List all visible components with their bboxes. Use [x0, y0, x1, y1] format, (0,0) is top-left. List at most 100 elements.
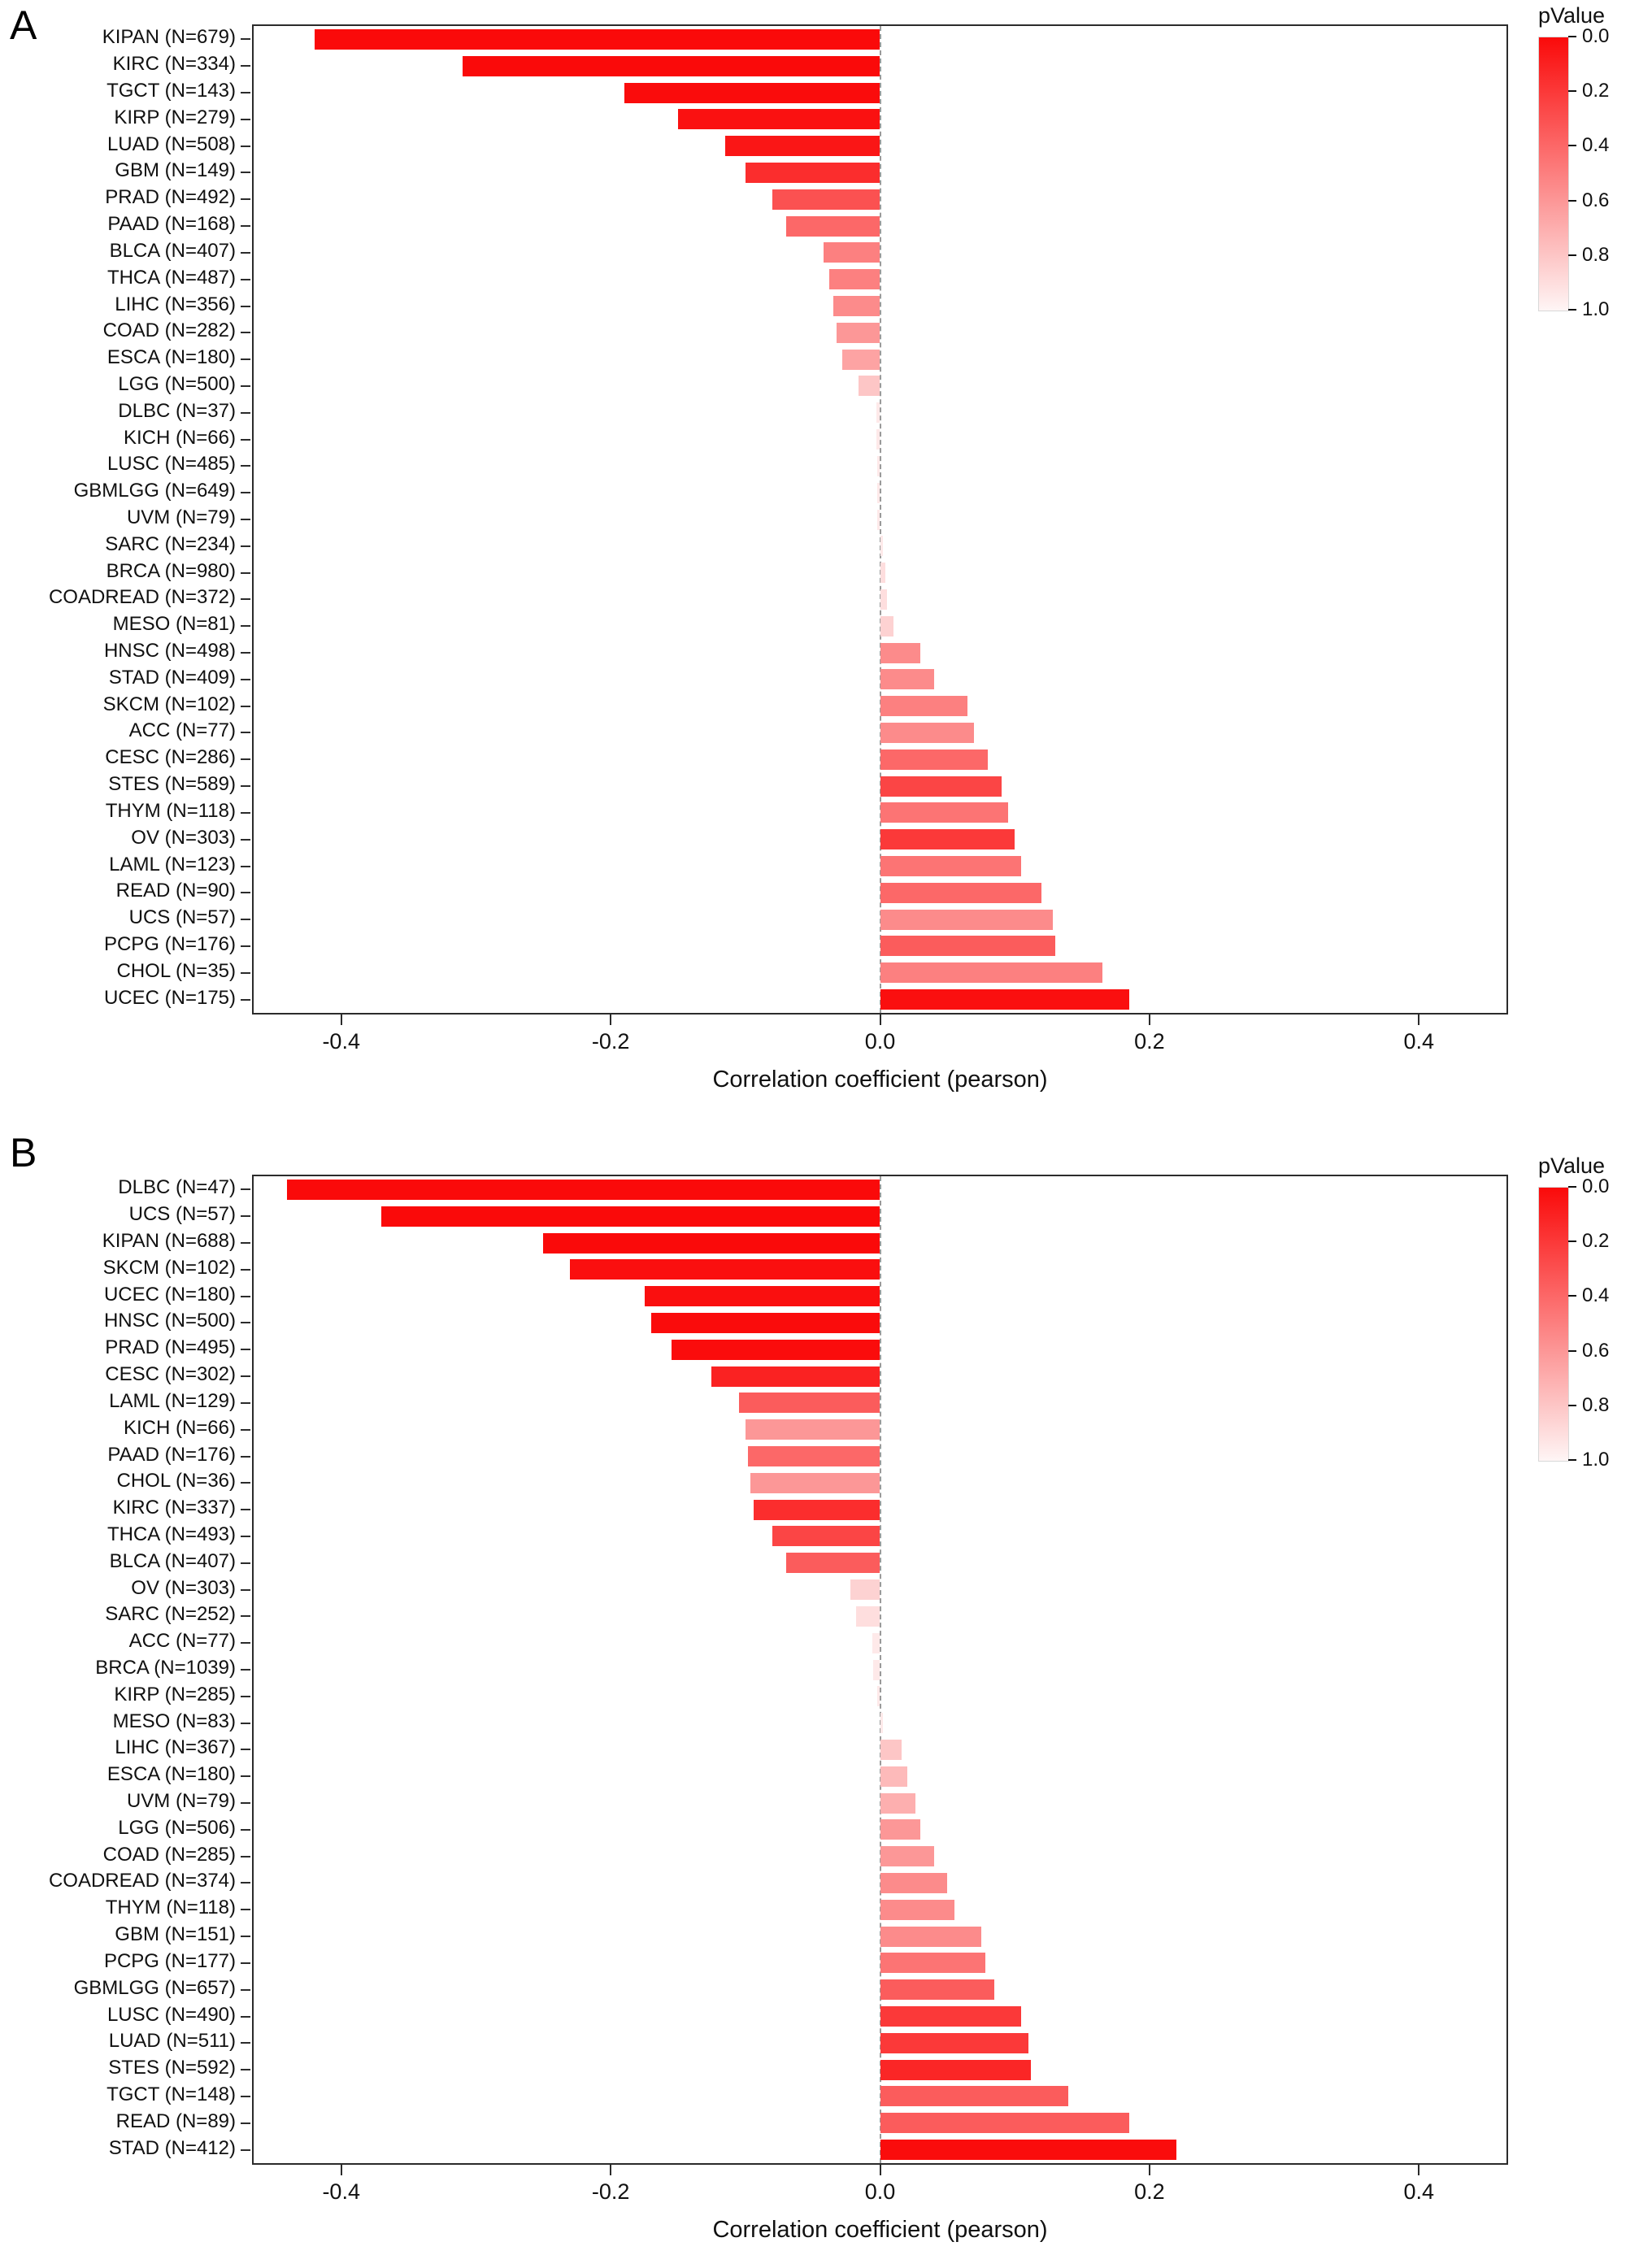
y-axis-tick-mark: [241, 1988, 250, 1991]
y-axis-label: KIRC (N=334): [112, 53, 236, 76]
y-axis-label: GBMLGG (N=649): [73, 480, 236, 502]
y-axis-label: PCPG (N=177): [103, 1949, 236, 1972]
panel-b-bars-container: [254, 1176, 1506, 2163]
x-axis-tick-label: -0.2: [591, 2179, 630, 2204]
bar: [880, 802, 1008, 823]
y-axis-tick-mark: [241, 145, 250, 147]
y-axis-tick-mark: [241, 705, 250, 707]
bar: [880, 776, 1002, 797]
x-axis-tick-mark: [879, 1015, 881, 1025]
panel-a-bars-container: [254, 26, 1506, 1013]
legend-tick-label: 0.0: [1582, 25, 1610, 47]
bar: [880, 856, 1022, 877]
y-axis-tick-mark: [241, 438, 250, 441]
legend-tick-label: 0.8: [1582, 1393, 1610, 1416]
y-axis-label: PRAD (N=495): [105, 1336, 236, 1359]
bar: [876, 429, 880, 450]
panel-a-y-axis-labels: KIPAN (N=679) KIRC (N=334) TGCT (N=143) KIR…: [0, 24, 236, 1015]
y-axis-tick-mark: [241, 118, 250, 120]
bar: [880, 962, 1102, 984]
y-axis-tick-mark: [241, 519, 250, 520]
legend-tick-mark: [1568, 1404, 1576, 1406]
y-axis-label: STAD (N=409): [108, 666, 236, 689]
y-axis-label: LIHC (N=367): [115, 1736, 236, 1759]
bar: [880, 989, 1130, 1010]
bar: [850, 1579, 880, 1601]
bar: [880, 2032, 1028, 2053]
y-axis-label: COADREAD (N=374): [48, 1870, 236, 1892]
legend-tick-mark: [1568, 1240, 1576, 1243]
y-axis-label: MESO (N=81): [112, 613, 236, 636]
y-axis-tick-mark: [241, 1268, 250, 1271]
bar: [753, 1499, 880, 1520]
panel-b-y-axis-labels: DLBC (N=47) UCS (N=57) KIPAN (N=688) SKCM (…: [0, 1175, 236, 2165]
y-axis-tick-mark: [241, 1749, 250, 1751]
y-axis-label: HNSC (N=498): [103, 640, 236, 663]
panel-a-label: A: [10, 2, 37, 48]
bar: [880, 1979, 995, 2001]
y-axis-tick-mark: [241, 1802, 250, 1805]
bar: [711, 1366, 880, 1387]
y-axis-label: STES (N=592): [108, 2057, 236, 2079]
y-axis-label: STES (N=589): [108, 773, 236, 796]
bar: [880, 589, 887, 610]
y-axis-tick-mark: [241, 198, 250, 201]
bar: [677, 109, 880, 130]
bar: [880, 642, 921, 663]
y-axis-label: ESCA (N=180): [107, 1763, 236, 1786]
x-axis-tick-label: -0.4: [322, 1029, 360, 1054]
x-axis-tick-label: 0.0: [864, 2179, 896, 2204]
bar: [570, 1259, 880, 1280]
bar: [842, 349, 880, 370]
y-axis-label: THCA (N=487): [107, 266, 236, 289]
y-axis-label: GBM (N=151): [115, 1923, 236, 1946]
y-axis-label: SARC (N=234): [105, 532, 236, 555]
y-axis-tick-mark: [241, 1909, 250, 1911]
bar: [644, 1286, 880, 1307]
bar: [724, 136, 880, 157]
bar: [880, 1953, 985, 1974]
y-axis-tick-mark: [241, 2015, 250, 2018]
y-axis-tick-mark: [241, 945, 250, 947]
legend-body: 0.0 0.2 0.4 0.6 0.8 1.0: [1538, 1175, 1652, 1471]
y-axis-tick-mark: [241, 1322, 250, 1324]
y-axis-tick-mark: [241, 598, 250, 601]
y-axis-label: THCA (N=493): [107, 1523, 236, 1545]
legend-tick-mark: [1568, 309, 1576, 311]
bar: [543, 1232, 880, 1254]
y-axis-tick-mark: [241, 625, 250, 628]
bar: [880, 615, 894, 637]
legend-tick-label: 0.2: [1582, 1230, 1610, 1253]
y-axis-label: LUAD (N=508): [107, 133, 236, 155]
y-axis-label: KIRP (N=279): [114, 106, 236, 128]
y-axis-tick-mark: [241, 971, 250, 974]
bar: [880, 882, 1042, 903]
y-axis-tick-mark: [241, 385, 250, 387]
bar: [650, 1312, 880, 1333]
y-axis-label: LUSC (N=490): [107, 2003, 236, 2026]
y-axis-tick-mark: [241, 1936, 250, 1938]
bar: [880, 722, 975, 743]
legend-tick-mark: [1568, 254, 1576, 256]
y-axis-label: ACC (N=77): [128, 1630, 236, 1653]
y-axis-label: ESCA (N=180): [107, 346, 236, 369]
bar: [880, 1872, 948, 1893]
y-axis-tick-mark: [241, 1349, 250, 1351]
legend-tick-mark: [1568, 1459, 1576, 1461]
y-axis-label: CESC (N=302): [105, 1363, 236, 1386]
bar: [877, 455, 880, 476]
y-axis-tick-mark: [241, 1588, 250, 1591]
legend-tick-label: 0.0: [1582, 1175, 1610, 1197]
bar: [828, 269, 880, 290]
y-axis-tick-mark: [241, 1615, 250, 1618]
y-axis-label: LIHC (N=356): [115, 293, 236, 315]
bar: [880, 563, 886, 584]
legend-tick-label: 0.4: [1582, 1284, 1610, 1307]
y-axis-label: CHOL (N=35): [116, 959, 236, 982]
bar: [314, 28, 880, 50]
panel-b-x-axis-title: Correlation coefficient (pearson): [712, 2217, 1048, 2243]
y-axis-label: OV (N=303): [131, 826, 236, 849]
y-axis-tick-mark: [241, 865, 250, 867]
legend-body: 0.0 0.2 0.4 0.6 0.8 1.0: [1538, 25, 1652, 320]
